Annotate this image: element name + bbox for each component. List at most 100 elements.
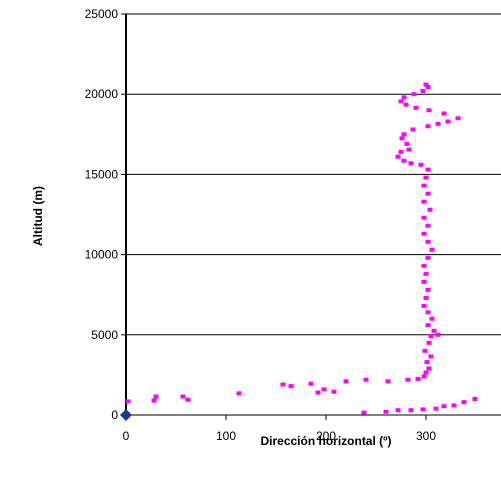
- data-point: [425, 323, 431, 328]
- data-point: [236, 391, 242, 396]
- data-point: [425, 239, 431, 244]
- data-point: [421, 279, 427, 284]
- data-point: [280, 382, 286, 387]
- data-point: [361, 410, 367, 415]
- data-point: [455, 116, 461, 121]
- data-point: [429, 316, 435, 321]
- data-point: [413, 105, 419, 110]
- y-tick-label: 20000: [85, 87, 119, 101]
- data-point: [425, 223, 431, 228]
- tick-labels: 0 5000 10000 15000 20000 25000 0 100 200 300: [85, 7, 437, 443]
- data-point: [405, 377, 411, 382]
- data-point: [428, 334, 434, 339]
- data-point: [153, 394, 159, 399]
- data-point: [425, 84, 431, 89]
- y-tick-label: 10000: [85, 248, 119, 262]
- data-point: [429, 247, 435, 252]
- data-point: [403, 102, 409, 107]
- data-point: [288, 384, 294, 389]
- data-point: [431, 328, 437, 333]
- data-point: [433, 406, 439, 411]
- y-tick-label: 25000: [85, 7, 119, 21]
- data-point: [425, 287, 431, 292]
- data-point: [425, 167, 431, 172]
- data-point: [423, 370, 429, 375]
- data-point: [428, 354, 434, 359]
- data-point: [421, 199, 427, 204]
- data-point: [425, 191, 431, 196]
- y-tick-label: 5000: [91, 328, 118, 342]
- data-point: [395, 154, 401, 159]
- data-point: [404, 141, 410, 146]
- y-tick-label: 15000: [85, 167, 119, 181]
- gridlines: [126, 13, 501, 336]
- data-point: [427, 207, 433, 212]
- data-point: [125, 399, 131, 404]
- data-point: [411, 92, 417, 97]
- y-axis-title: Altitud (m): [31, 186, 45, 246]
- x-axis-title: Dirección horizontal (º): [260, 434, 391, 448]
- data-point: [383, 409, 389, 414]
- data-point: [315, 390, 321, 395]
- data-point: [308, 381, 314, 386]
- data-point: [425, 310, 431, 315]
- data-point: [321, 387, 327, 392]
- data-point: [426, 108, 432, 113]
- data-point: [408, 408, 414, 413]
- data-point: [426, 366, 432, 371]
- axes: [121, 13, 501, 420]
- data-point: [472, 396, 478, 401]
- data-point: [398, 149, 404, 154]
- data-point: [451, 403, 457, 408]
- data-point: [410, 127, 416, 132]
- data-point: [422, 348, 428, 353]
- data-point: [185, 397, 191, 402]
- data-point: [421, 374, 427, 379]
- data-point: [423, 175, 429, 180]
- x-tick-label: 200: [316, 429, 336, 443]
- data-point: [343, 379, 349, 384]
- data-point: [415, 376, 421, 381]
- data-point: [441, 111, 447, 116]
- data-points: [120, 82, 478, 421]
- x-tick-label: 300: [416, 429, 436, 443]
- data-point: [423, 82, 429, 87]
- data-point: [425, 255, 431, 260]
- data-point: [401, 132, 407, 137]
- data-point: [408, 161, 414, 166]
- data-point: [401, 95, 407, 100]
- data-point: [421, 303, 427, 308]
- data-point: [401, 158, 407, 163]
- data-point: [395, 408, 401, 413]
- data-point: [151, 398, 157, 403]
- data-point: [385, 379, 391, 384]
- y-tick-label: 0: [111, 408, 118, 422]
- data-point: [461, 400, 467, 405]
- data-point: [399, 136, 405, 141]
- data-point: [445, 119, 451, 124]
- data-point: [425, 124, 431, 129]
- x-tick-label: 100: [216, 429, 236, 443]
- data-point: [435, 332, 441, 337]
- data-point: [398, 99, 404, 104]
- data-point: [435, 121, 441, 126]
- data-point: [363, 377, 369, 382]
- data-point: [331, 389, 337, 394]
- data-point-diamond: [120, 409, 132, 421]
- x-tick-label: 0: [123, 429, 130, 443]
- data-point: [423, 271, 429, 276]
- data-point: [421, 215, 427, 220]
- data-point: [421, 263, 427, 268]
- data-point: [424, 360, 430, 365]
- data-point: [441, 404, 447, 409]
- data-point: [426, 340, 432, 345]
- data-point: [420, 88, 426, 93]
- data-point: [418, 162, 424, 167]
- data-point: [420, 407, 426, 412]
- data-point: [406, 147, 412, 152]
- data-point: [180, 394, 186, 399]
- data-point: [421, 183, 427, 188]
- data-point: [421, 231, 427, 236]
- data-point: [423, 295, 429, 300]
